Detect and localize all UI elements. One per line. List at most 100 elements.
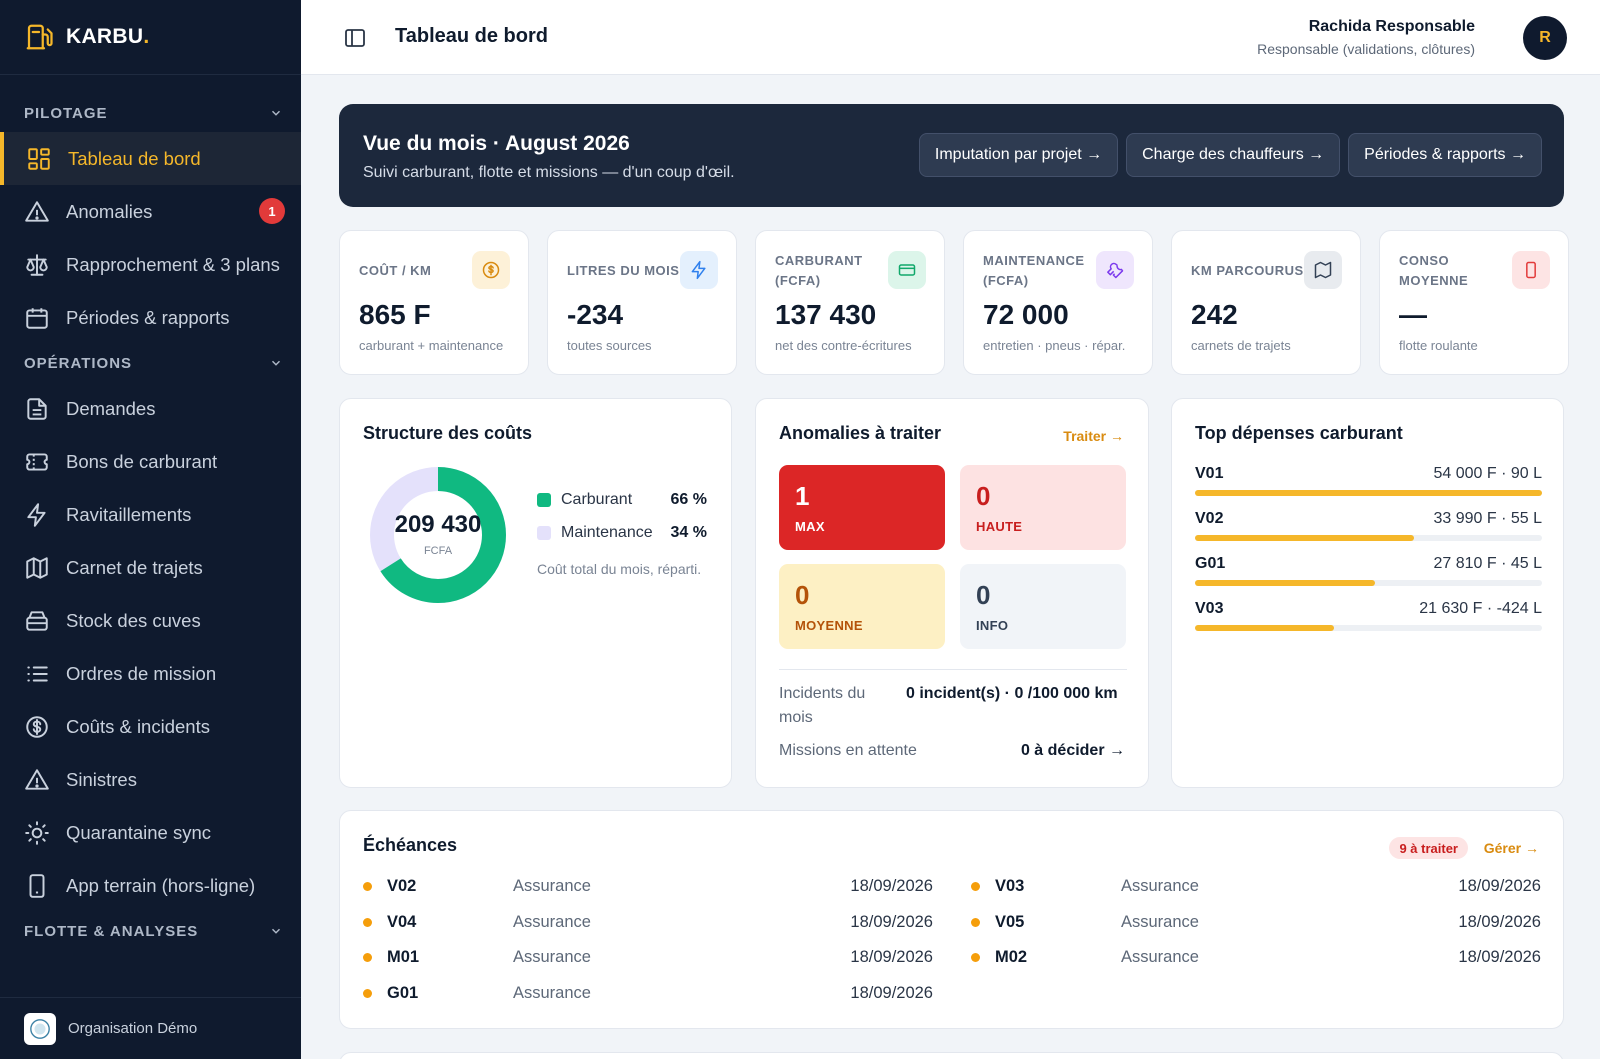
- sidebar-item-stock[interactable]: Stock des cuves: [0, 594, 301, 647]
- deadline-row[interactable]: V05 Assurance 18/09/2026: [971, 913, 1541, 932]
- deadline-type: Assurance: [513, 948, 591, 966]
- sidebar-item-ravitaillements[interactable]: Ravitaillements: [0, 488, 301, 541]
- status-dot: [363, 917, 372, 927]
- deadline-row[interactable]: G01 Assurance 18/09/2026: [363, 984, 933, 1003]
- brand[interactable]: KARBU.: [0, 0, 301, 75]
- severity-max[interactable]: 1 MAX: [779, 465, 945, 550]
- sidebar-item-periodes[interactable]: Périodes & rapports: [0, 291, 301, 344]
- scale-icon: [26, 253, 48, 276]
- sidebar-item-label: Périodes & rapports: [66, 306, 230, 328]
- warning-icon: [25, 200, 49, 222]
- missions-label: Missions en attente: [779, 742, 917, 759]
- org-name: Organisation Démo: [68, 1020, 198, 1037]
- top-spend-row: V02 33 990 F · 55 L: [1195, 510, 1542, 541]
- severity-haute[interactable]: 0 HAUTE: [960, 465, 1126, 550]
- deadline-row[interactable]: M02 Assurance 18/09/2026: [971, 948, 1541, 967]
- phone-icon: [1512, 251, 1550, 289]
- sidebar-item-sinistres[interactable]: Sinistres: [0, 753, 301, 806]
- severity-count: 1: [795, 481, 810, 511]
- status-dot: [971, 882, 980, 891]
- periodes-rapports-button[interactable]: Périodes & rapports →: [1348, 133, 1542, 177]
- sidebar-item-ordres[interactable]: Ordres de mission: [0, 647, 301, 700]
- org-seal-icon: [30, 1018, 50, 1039]
- severity-moyenne[interactable]: 0 MOYENNE: [779, 564, 945, 649]
- deadline-row[interactable]: V04 Assurance 18/09/2026: [363, 913, 933, 932]
- gerer-link[interactable]: Gérer →: [1483, 840, 1539, 856]
- wrench-icon: [1096, 251, 1134, 289]
- vehicle-code: V02: [387, 877, 417, 895]
- deadline-row[interactable]: V02 Assurance 18/09/2026: [363, 877, 933, 896]
- top-spend-row: G01 27 810 F · 45 L: [1195, 555, 1542, 586]
- severity-info[interactable]: 0 INFO: [960, 564, 1126, 649]
- sidebar-item-app-terrain[interactable]: App terrain (hors-ligne): [0, 859, 301, 912]
- kpi-value: 865 F: [359, 299, 431, 330]
- deadline-date: 18/09/2026: [1458, 877, 1541, 895]
- kpi-value: -234: [567, 299, 624, 330]
- brand-name: KARBU.: [66, 25, 150, 48]
- section-pilotage[interactable]: PILOTAGE: [0, 94, 301, 132]
- severity-label: MOYENNE: [795, 618, 863, 633]
- sidebar-item-quarantaine[interactable]: Quarantaine sync: [0, 806, 301, 859]
- donut-slice-carburant: [370, 467, 506, 603]
- ticket-icon: [26, 452, 48, 471]
- deadline-date: 18/09/2026: [850, 912, 933, 931]
- sidebar-item-tableau-de-bord[interactable]: Tableau de bord: [0, 132, 301, 185]
- charge-chauffeurs-button[interactable]: Charge des chauffeurs →: [1126, 133, 1341, 177]
- tank-icon: [26, 610, 48, 631]
- sidebar-item-rapprochement[interactable]: Rapprochement & 3 plans: [0, 238, 301, 291]
- divider: [779, 669, 1127, 670]
- sidebar-toggle-icon[interactable]: [343, 26, 367, 50]
- card-title: Top dépenses carburant: [1195, 423, 1403, 443]
- sidebar-item-label: Anomalies: [66, 200, 153, 222]
- imputation-projet-button[interactable]: Imputation par projet →: [918, 133, 1119, 177]
- avatar[interactable]: R: [1523, 16, 1567, 60]
- spend-bar-fill: [1195, 580, 1376, 586]
- topbar: Tableau de bord Rachida Responsable Resp…: [301, 0, 1600, 75]
- legend-carburant: Carburant 66 %: [537, 491, 707, 509]
- sidebar-item-label: Bons de carburant: [66, 450, 218, 472]
- legend-label: Carburant: [561, 491, 633, 508]
- section-label: OPÉRATIONS: [24, 354, 133, 372]
- calendar-icon: [26, 307, 48, 329]
- top-spend-card: Top dépenses carburant V01 54 000 F · 90 …: [1171, 398, 1564, 788]
- section-flotte[interactable]: FLOTTE & ANALYSES: [0, 912, 301, 950]
- user-name[interactable]: Rachida Responsable: [1308, 18, 1475, 35]
- deadline-date: 18/09/2026: [1458, 948, 1541, 966]
- traiter-link[interactable]: Traiter →: [1063, 428, 1124, 444]
- spend-bar-fill: [1195, 490, 1542, 496]
- status-dot: [363, 882, 372, 891]
- kpi-value: 72 000: [983, 299, 1069, 330]
- sidebar-item-bons[interactable]: Bons de carburant: [0, 435, 301, 488]
- severity-count: 0: [976, 580, 991, 610]
- missions-link[interactable]: 0 à décider →: [1020, 742, 1125, 759]
- deadline-date: 18/09/2026: [850, 983, 933, 1002]
- coin-icon: [472, 251, 510, 289]
- sidebar-item-couts[interactable]: Coûts & incidents: [0, 700, 301, 753]
- card-icon: [888, 251, 926, 289]
- warning-icon: [25, 768, 49, 790]
- deadline-row[interactable]: M01 Assurance 18/09/2026: [363, 948, 933, 967]
- sidebar-item-anomalies[interactable]: Anomalies 1: [0, 185, 301, 238]
- vehicle-code: V04: [387, 912, 417, 931]
- cost-donut-chart: [370, 467, 506, 603]
- deadline-date: 18/09/2026: [850, 948, 933, 966]
- sidebar-item-carnet[interactable]: Carnet de trajets: [0, 541, 301, 594]
- deadline-type: Assurance: [513, 983, 591, 1002]
- spend-amount: 27 810 F · 45 L: [1433, 555, 1542, 572]
- dollar-icon: [26, 715, 48, 738]
- status-dot: [971, 953, 980, 962]
- kpi-sub: entretien · pneus · répar.: [983, 338, 1126, 353]
- sidebar-item-demandes[interactable]: Demandes: [0, 382, 301, 435]
- organisation-switcher[interactable]: Organisation Démo: [0, 997, 301, 1059]
- vehicle-code: M01: [387, 948, 420, 966]
- kpi-cout-km: COÛT / KM 865 F carburant + maintenance: [339, 230, 529, 375]
- kpi-label: CARBURANT (FCFA): [775, 253, 863, 288]
- section-operations[interactable]: OPÉRATIONS: [0, 344, 301, 382]
- vehicle-code: V02: [1195, 510, 1224, 527]
- deadline-row[interactable]: V03 Assurance 18/09/2026: [971, 877, 1541, 896]
- vehicle-code: G01: [387, 983, 419, 1002]
- severity-label: MAX: [795, 519, 825, 534]
- bolt-icon: [27, 502, 46, 527]
- card-title: Échéances: [363, 835, 458, 855]
- spend-bar-track: [1195, 580, 1542, 586]
